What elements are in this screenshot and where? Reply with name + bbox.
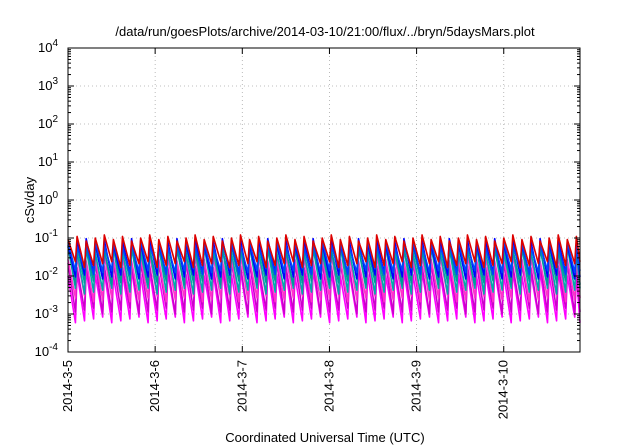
y-tick-label: 10-4	[35, 342, 59, 359]
y-tick-label: 100	[38, 190, 58, 207]
x-tick-label: 2014-3-10	[496, 360, 511, 419]
y-tick-label: 10-1	[35, 228, 59, 245]
series-group	[67, 234, 581, 324]
y-axis-label: cSv/day	[22, 176, 37, 223]
x-tick-label: 2014-3-8	[321, 360, 336, 412]
series-line	[67, 242, 581, 286]
x-axis: 2014-3-5 2014-3-6 2014-3-7 2014-3-8 2014-3-9…	[60, 48, 511, 419]
series-line	[67, 260, 581, 315]
series-line	[67, 234, 581, 269]
x-tick-label: 2014-3-5	[60, 360, 75, 412]
x-axis-label: Coordinated Universal Time (UTC)	[225, 430, 424, 445]
y-tick-label: 104	[38, 38, 58, 55]
y-tick-label: 10-2	[35, 266, 59, 283]
y-tick-label: 10-3	[35, 304, 59, 321]
x-tick-label: 2014-3-7	[234, 360, 249, 412]
x-tick-label: 2014-3-6	[147, 360, 162, 412]
y-axis: 10-4 10-3 10-2 10-1 100 101 102 103 104	[35, 38, 580, 359]
x-tick-label: 2014-3-9	[409, 360, 424, 412]
y-tick-label: 102	[38, 114, 58, 131]
y-tick-label: 101	[38, 152, 58, 169]
y-tick-label: 103	[38, 76, 58, 93]
chart-title: /data/run/goesPlots/archive/2014-03-10/2…	[115, 24, 535, 39]
